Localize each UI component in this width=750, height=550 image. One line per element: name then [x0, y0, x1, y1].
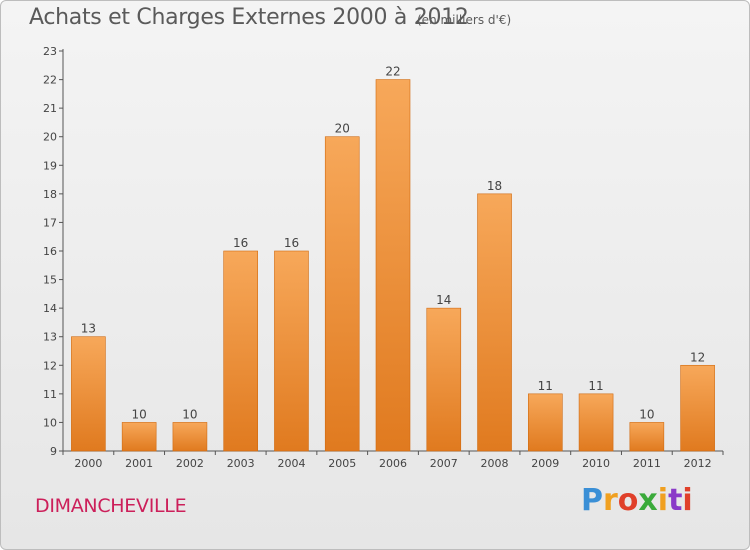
logo-letter: i: [682, 483, 693, 518]
x-tick-label: 2001: [125, 457, 153, 470]
y-tick-label: 12: [43, 359, 57, 372]
bar-2004: [274, 250, 309, 452]
bar-2002: [172, 422, 208, 452]
data-label-2006: 22: [385, 65, 400, 79]
y-tick-label: 13: [43, 331, 57, 344]
bar-2003: [223, 250, 258, 452]
data-label-2001: 10: [132, 407, 147, 421]
y-tick-label: 15: [43, 274, 57, 287]
y-tick-label: 10: [43, 416, 57, 429]
data-label-2007: 14: [436, 293, 451, 307]
x-tick-label: 2007: [430, 457, 458, 470]
x-tick-label: 2011: [633, 457, 661, 470]
y-tick-label: 16: [43, 245, 57, 258]
x-tick-label: 2008: [481, 457, 509, 470]
x-tick-label: 2004: [277, 457, 305, 470]
y-tick-label: 21: [43, 102, 57, 115]
data-label-2009: 11: [538, 379, 553, 393]
y-tick-label: 18: [43, 188, 57, 201]
chart-title: Achats et Charges Externes 2000 à 2012: [29, 5, 469, 30]
chart-axes: 9 10 11 12 13 14 15 16 17 18 19 20 21 22 23 2000 2001 200…: [43, 45, 724, 470]
y-tick-label: 9: [50, 445, 57, 458]
x-tick-label: 2005: [328, 457, 356, 470]
logo-letter: x: [638, 483, 658, 518]
data-label-2003: 16: [233, 236, 248, 250]
bar-2005: [324, 136, 360, 452]
data-label-2011: 10: [639, 407, 654, 421]
bar-2006: [375, 79, 411, 452]
chart-data-labels: 13 10 10 16 16 20 22 14 18 11 11 10 12: [81, 65, 706, 422]
logo-letter: o: [617, 483, 639, 518]
data-label-2008: 18: [487, 179, 502, 193]
x-tick-label: 2006: [379, 457, 407, 470]
bar-2010: [578, 393, 614, 452]
bar-2008: [477, 193, 512, 452]
x-tick-label: 2002: [176, 457, 204, 470]
logo-letter: i: [657, 483, 669, 518]
data-label-2010: 11: [588, 379, 603, 393]
x-tick-label: 2000: [74, 457, 102, 470]
y-tick-label: 22: [43, 74, 57, 87]
data-label-2000: 13: [81, 322, 96, 336]
data-label-2012: 12: [690, 350, 705, 364]
chart-unit: (en milliers d'€): [417, 13, 512, 27]
x-tick-label: 2009: [531, 457, 559, 470]
bar-2012: [680, 364, 715, 452]
bar-2011: [629, 422, 665, 452]
data-label-2005: 20: [335, 122, 350, 136]
proxiti-logo[interactable]: Proxiti: [581, 483, 693, 518]
y-tick-label: 17: [43, 216, 57, 229]
logo-letter: r: [603, 483, 618, 518]
logo-letter: P: [581, 483, 603, 518]
x-tick-label: 2012: [684, 457, 712, 470]
data-label-2004: 16: [284, 236, 299, 250]
y-tick-label: 14: [43, 302, 57, 315]
y-tick-label: 20: [43, 131, 57, 144]
bar-2001: [121, 422, 157, 452]
y-tick-label: 11: [43, 388, 57, 401]
x-tick-label: 2003: [227, 457, 255, 470]
y-tick-label: 19: [43, 159, 57, 172]
bar-2000: [71, 336, 106, 452]
logo-letter: t: [668, 483, 683, 518]
chart-bars: [71, 79, 715, 452]
bar-2007: [426, 307, 462, 452]
city-name: DIMANCHEVILLE: [35, 495, 187, 517]
data-label-2002: 10: [182, 407, 197, 421]
y-tick-label: 23: [43, 45, 57, 58]
bar-2009: [528, 393, 563, 452]
x-tick-label: 2010: [582, 457, 610, 470]
